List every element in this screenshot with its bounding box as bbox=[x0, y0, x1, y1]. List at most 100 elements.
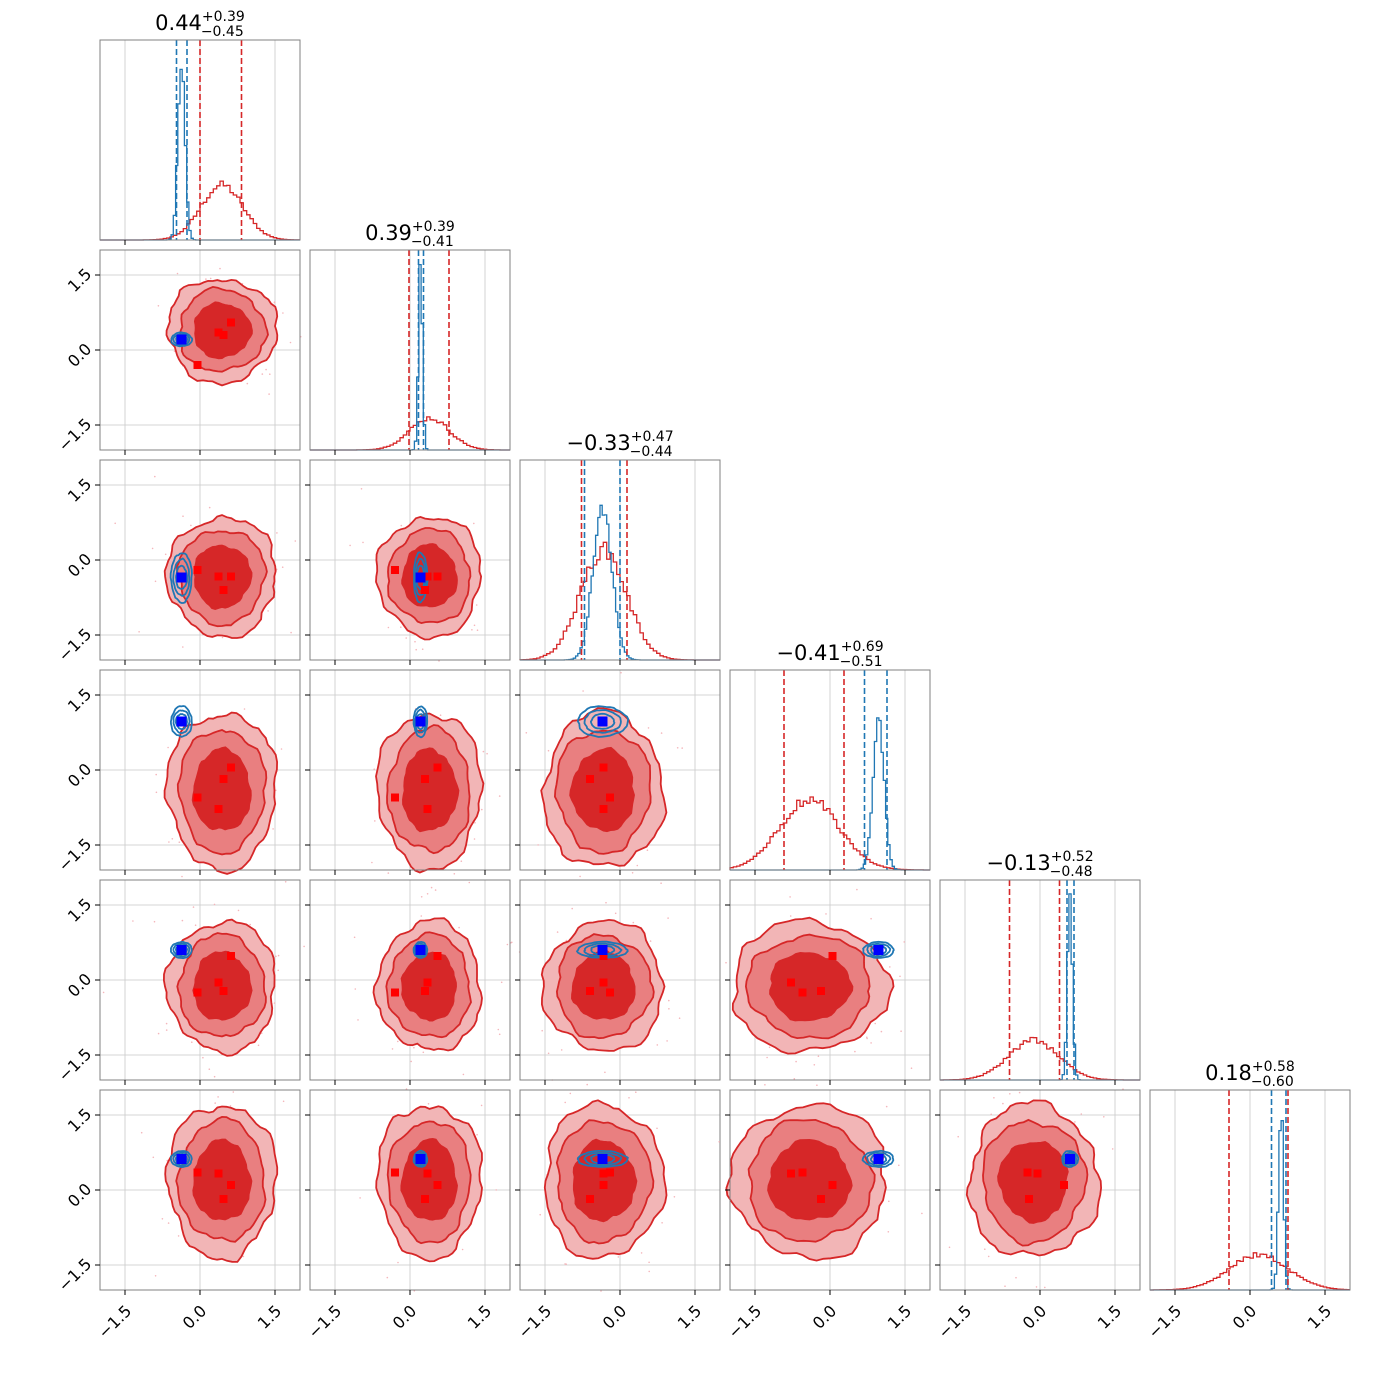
red-sample-point bbox=[541, 1029, 543, 1032]
red-sample-point bbox=[414, 640, 416, 643]
red-marker bbox=[214, 805, 223, 813]
x-tick-label: 0.0 bbox=[809, 1301, 840, 1332]
red-contour-inner bbox=[767, 1138, 853, 1221]
red-marker bbox=[219, 987, 228, 995]
red-sample-point bbox=[1018, 1091, 1021, 1094]
red-sample-point bbox=[887, 1231, 890, 1233]
red-marker bbox=[586, 987, 594, 995]
red-sample-point bbox=[205, 278, 207, 280]
red-sample-point bbox=[461, 1248, 464, 1251]
red-contour-inner bbox=[193, 544, 253, 610]
red-marker bbox=[787, 1169, 795, 1178]
red-sample-point bbox=[168, 841, 170, 843]
red-sample-point bbox=[870, 917, 872, 920]
red-sample-point bbox=[481, 808, 483, 811]
red-marker bbox=[193, 1168, 202, 1177]
y-tick-label: 0.0 bbox=[64, 1179, 95, 1210]
red-sample-point bbox=[632, 921, 635, 924]
red-sample-point bbox=[660, 882, 662, 884]
red-sample-point bbox=[413, 1046, 415, 1049]
x-tick-label: 1.5 bbox=[254, 1301, 285, 1332]
blue-contour bbox=[414, 708, 427, 734]
red-sample-point bbox=[387, 626, 390, 629]
red-sample-point bbox=[649, 940, 652, 942]
red-sample-point bbox=[269, 373, 271, 376]
red-sample-point bbox=[164, 553, 167, 556]
red-sample-point bbox=[866, 1037, 868, 1040]
red-sample-point bbox=[547, 1052, 550, 1055]
red-sample-point bbox=[880, 1030, 883, 1033]
blue-contour bbox=[170, 1150, 193, 1169]
red-marginal-hist bbox=[519, 541, 720, 661]
blue-contour bbox=[172, 942, 191, 958]
red-sample-point bbox=[888, 1200, 890, 1203]
red-marker bbox=[798, 1168, 807, 1177]
red-sample-point bbox=[921, 1212, 923, 1215]
y-tick-label: 0.0 bbox=[64, 339, 95, 370]
red-sample-point bbox=[539, 1213, 541, 1216]
red-sample-point bbox=[173, 350, 176, 353]
blue-contour bbox=[414, 1151, 427, 1167]
red-sample-point bbox=[789, 915, 792, 917]
red-marker bbox=[586, 775, 594, 783]
red-sample-point bbox=[495, 1189, 498, 1191]
red-sample-point bbox=[276, 532, 278, 534]
red-sample-point bbox=[620, 671, 622, 674]
red-sample-point bbox=[564, 1101, 566, 1104]
x-tick-label: 1.5 bbox=[464, 1301, 495, 1332]
y-tick-label: −1.5 bbox=[54, 1044, 95, 1085]
red-sample-point bbox=[586, 1083, 588, 1086]
red-sample-point bbox=[176, 272, 179, 275]
red-sample-point bbox=[903, 941, 905, 943]
red-marker bbox=[214, 1169, 223, 1178]
red-sample-point bbox=[1044, 1286, 1046, 1289]
red-sample-point bbox=[668, 1008, 670, 1010]
red-sample-point bbox=[208, 1068, 211, 1070]
x-tick-label: −1.5 bbox=[304, 1301, 345, 1342]
red-sample-point bbox=[813, 1064, 816, 1066]
red-sample-point bbox=[273, 1002, 276, 1004]
y-tick-label: −1.5 bbox=[54, 414, 95, 455]
blue-contour bbox=[1061, 1150, 1080, 1168]
y-tick-label: 0.0 bbox=[64, 549, 95, 580]
red-sample-point bbox=[498, 795, 501, 797]
red-sample-point bbox=[282, 312, 284, 314]
blue-marker bbox=[415, 945, 426, 955]
red-sample-point bbox=[171, 838, 174, 840]
red-sample-point bbox=[537, 844, 539, 846]
red-sample-point bbox=[439, 714, 442, 716]
marginal-title: 0.39+0.39 −0.41 bbox=[365, 219, 455, 250]
blue-marker bbox=[176, 945, 187, 955]
blue-marker bbox=[415, 716, 426, 727]
red-sample-point bbox=[560, 1049, 563, 1051]
red-sample-point bbox=[243, 708, 246, 710]
red-sample-point bbox=[571, 907, 573, 910]
red-sample-point bbox=[993, 1097, 995, 1099]
red-contour-inner bbox=[569, 746, 635, 833]
red-sample-point bbox=[681, 747, 683, 749]
red-sample-point bbox=[718, 1141, 720, 1143]
x-tick-label: 0.0 bbox=[1019, 1301, 1050, 1332]
red-sample-point bbox=[357, 1019, 359, 1021]
red-sample-point bbox=[202, 1056, 204, 1059]
blue-marker bbox=[597, 1154, 608, 1164]
red-sample-point bbox=[1015, 1276, 1017, 1279]
red-sample-point bbox=[261, 373, 264, 375]
red-marker bbox=[599, 978, 608, 987]
red-sample-point bbox=[948, 1246, 951, 1249]
red-sample-point bbox=[281, 566, 284, 568]
red-sample-point bbox=[303, 945, 305, 948]
red-marker bbox=[421, 586, 429, 594]
red-sample-point bbox=[676, 747, 679, 749]
blue-contour bbox=[866, 942, 892, 958]
red-marker bbox=[433, 763, 442, 772]
red-sample-point bbox=[764, 1084, 766, 1086]
red-sample-point bbox=[1111, 1148, 1114, 1150]
red-sample-point bbox=[604, 1071, 606, 1074]
blue-contour bbox=[414, 942, 427, 958]
red-sample-point bbox=[556, 931, 559, 933]
red-sample-point bbox=[511, 941, 513, 944]
blue-contour bbox=[576, 1150, 629, 1168]
red-sample-point bbox=[280, 748, 283, 750]
red-sample-point bbox=[232, 1091, 235, 1093]
